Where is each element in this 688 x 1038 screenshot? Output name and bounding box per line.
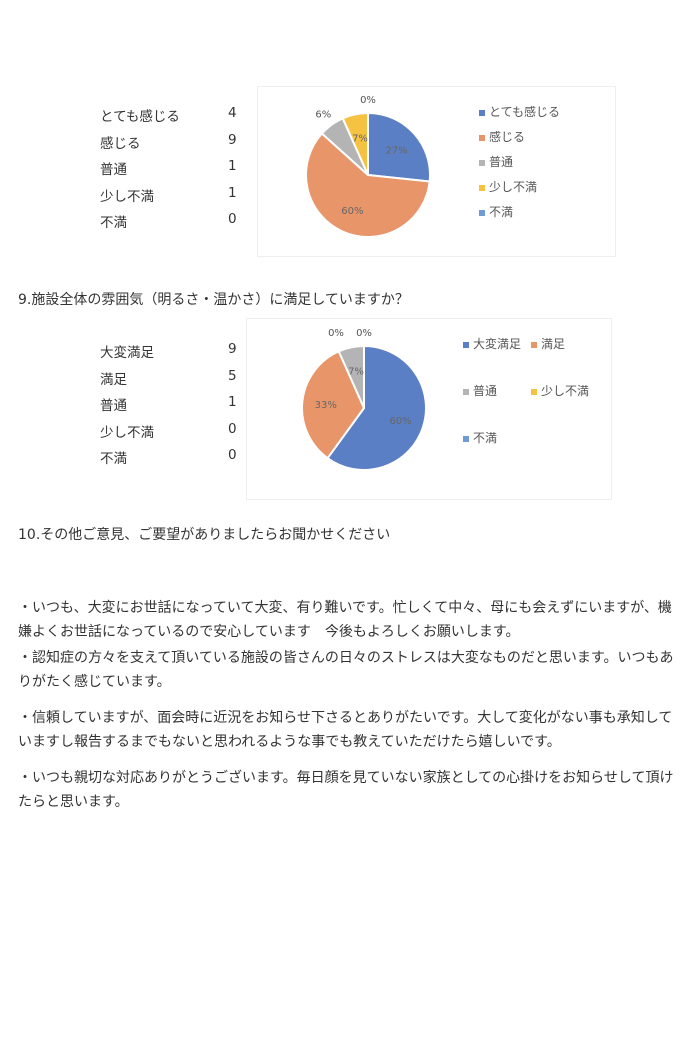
comment: ・いつも、大変にお世話になっていて大変、有り難いです。忙しくて中々、母にも会えず… xyxy=(18,600,672,640)
legend-swatch xyxy=(479,109,485,116)
legend-label: 満足 xyxy=(541,337,566,351)
pie-slice xyxy=(337,344,365,409)
legend-label: 感じる xyxy=(489,130,526,144)
question-9: 9.施設全体の雰囲気（明るさ・温かさ）に満足していますか？ xyxy=(18,292,409,308)
legend-label: 普通 xyxy=(473,384,498,398)
legend-label: 不満 xyxy=(489,205,514,219)
comment: ・いつも親切な対応ありがとうございます。毎日顔を見ていない家族としての心掛けをお… xyxy=(18,770,674,810)
table-row: 感じる 9 xyxy=(100,132,250,152)
data-label: 60% xyxy=(389,416,411,427)
table-row: 不満 0 xyxy=(100,211,250,231)
category-label: 満足 xyxy=(100,371,127,388)
legend-item: 少し不満 xyxy=(531,382,589,399)
legend-label: 不満 xyxy=(473,431,498,445)
count-value: 9 xyxy=(228,341,237,357)
category-label: 不満 xyxy=(100,215,127,231)
legend-item: 不満 xyxy=(479,203,513,220)
table-row: 不満 0 xyxy=(100,447,250,467)
category-label: 大変満足 xyxy=(100,345,154,361)
legend-label: 少し不満 xyxy=(489,180,538,194)
data-label: 7% xyxy=(348,366,364,377)
category-label: 感じる xyxy=(100,135,141,152)
pie-slice xyxy=(341,111,369,176)
pie-slice xyxy=(301,350,366,460)
legend-swatch xyxy=(479,184,485,191)
count-value: 0 xyxy=(228,211,237,227)
comment: ・信頼していますが、面会時に近況をお知らせ下さるとありがたいです。大して変化がな… xyxy=(18,710,673,750)
comment: ・認知症の方々を支えて頂いている施設の皆さんの日々のストレスは大変なものだと思い… xyxy=(18,650,674,690)
category-label: とても感じる xyxy=(100,109,180,125)
count-value: 5 xyxy=(228,367,237,384)
legend-label: 普通 xyxy=(489,155,514,169)
category-label: 普通 xyxy=(100,398,127,414)
pie-chart-q8: 27% 60% 6% 7% 0% とても感じる 感じる普通少し不満不満 xyxy=(257,86,616,257)
legend-item: 普通 xyxy=(479,153,513,170)
table-row: 満足 5 xyxy=(100,368,250,388)
pie-slice xyxy=(367,111,431,183)
table-row: とても感じる 4 xyxy=(100,105,250,125)
count-value: 9 xyxy=(228,131,237,148)
pie-slice xyxy=(305,132,431,238)
legend-swatch xyxy=(479,159,485,166)
pie-chart-q9: 60% 33% 7% 0% 0% 大変満足 満足普通 少し不満不満 xyxy=(246,318,612,500)
count-value: 1 xyxy=(228,394,237,410)
legend-swatch xyxy=(531,388,537,395)
table-row: 少し不満 0 xyxy=(100,421,250,441)
data-label: 7% xyxy=(352,133,368,144)
count-value: 0 xyxy=(228,447,237,463)
legend-item: 感じる xyxy=(479,128,525,145)
table-row: 少し不満 1 xyxy=(100,185,250,205)
table-row: 普通 1 xyxy=(100,158,250,178)
legend-item: 不満 xyxy=(463,429,497,446)
question-10: 10.その他ご意見、ご要望がありましたらお聞かせください xyxy=(18,527,391,543)
legend-item: 少し不満 xyxy=(479,178,537,195)
legend-item: 満足 xyxy=(531,335,565,352)
category-label: 少し不満 xyxy=(100,188,154,205)
count-value: 0 xyxy=(228,420,237,437)
data-label: 0% xyxy=(328,328,344,339)
category-label: 少し不満 xyxy=(100,424,154,441)
count-value: 1 xyxy=(228,158,237,174)
legend-swatch xyxy=(463,388,469,395)
legend-item: 普通 xyxy=(463,382,497,399)
legend-item: とても感じる xyxy=(479,103,560,120)
legend-swatch xyxy=(463,435,469,442)
category-label: 普通 xyxy=(100,162,127,178)
legend-label: 大変満足 xyxy=(473,337,522,351)
count-value: 1 xyxy=(228,184,237,201)
data-label: 6% xyxy=(315,110,331,121)
table-row: 普通 1 xyxy=(100,394,250,414)
legend-swatch xyxy=(479,209,485,216)
data-label: 27% xyxy=(385,145,407,156)
legend-label: 少し不満 xyxy=(541,384,590,398)
data-label: 33% xyxy=(315,400,337,411)
count-value: 4 xyxy=(228,105,237,121)
data-label: 0% xyxy=(356,328,372,339)
pie-slice xyxy=(326,344,427,471)
legend-label: とても感じる xyxy=(489,105,561,119)
category-label: 不満 xyxy=(100,451,127,467)
table-row: 大変満足 9 xyxy=(100,341,250,361)
legend-item: 大変満足 xyxy=(463,335,521,352)
legend-swatch xyxy=(463,341,469,348)
legend-swatch xyxy=(531,341,537,348)
data-label: 0% xyxy=(360,95,376,106)
data-label: 60% xyxy=(341,206,363,217)
legend-swatch xyxy=(479,134,485,141)
